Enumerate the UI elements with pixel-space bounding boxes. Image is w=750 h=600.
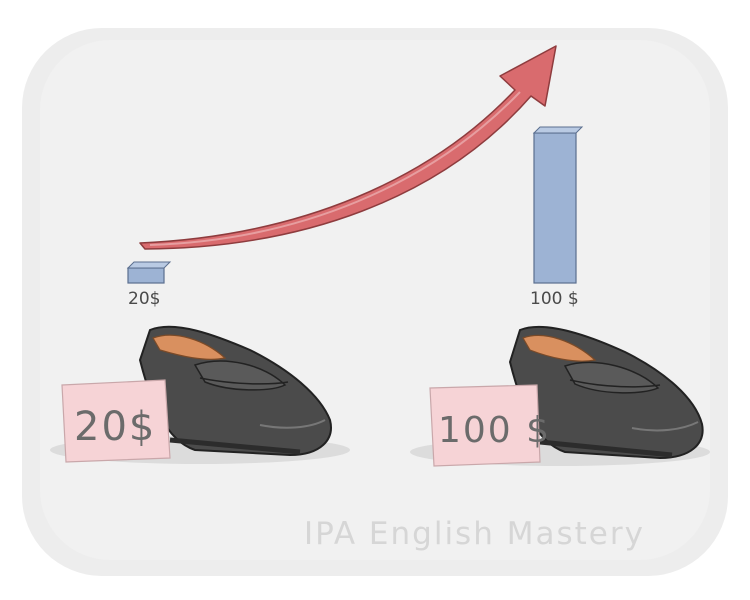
price-bars	[126, 126, 584, 284]
cheap-loafer-icon	[138, 325, 332, 457]
expensive-loafer-icon	[508, 325, 704, 460]
right-price-bar	[533, 132, 577, 284]
right-bar-label: 100 $	[530, 289, 579, 309]
right-price-tag-text: 100 $	[438, 410, 551, 451]
left-price-tag: 20$	[61, 379, 171, 463]
left-price-bar	[127, 267, 165, 284]
right-price-tag: 100 $	[429, 384, 551, 467]
right-price-bar-top	[532, 126, 584, 134]
watermark-text: IPA English Mastery	[304, 516, 645, 552]
left-price-bar-top	[126, 261, 172, 269]
left-bar-label: 20$	[128, 289, 160, 309]
rising-arrow-icon	[139, 45, 557, 250]
left-price-tag-text: 20$	[74, 404, 156, 450]
